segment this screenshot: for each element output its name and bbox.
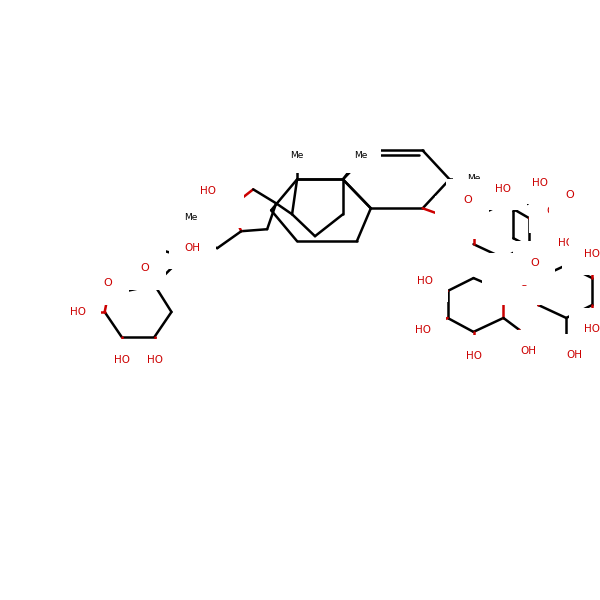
Text: O: O: [566, 190, 575, 200]
Text: Me: Me: [467, 174, 480, 183]
Text: O: O: [451, 212, 460, 222]
Text: HO: HO: [70, 307, 86, 317]
Text: HO: HO: [113, 355, 130, 365]
Text: HO: HO: [584, 324, 600, 334]
Text: HO: HO: [532, 178, 548, 188]
Text: O: O: [503, 270, 512, 280]
Text: O: O: [463, 196, 472, 205]
Text: O: O: [499, 271, 508, 281]
Text: HO: HO: [146, 355, 163, 365]
Text: O: O: [140, 263, 149, 273]
Text: HO: HO: [496, 184, 511, 194]
Text: OH: OH: [520, 346, 536, 356]
Text: HO: HO: [558, 238, 574, 248]
Text: HO: HO: [584, 249, 600, 259]
Text: O: O: [546, 206, 554, 216]
Text: HO: HO: [466, 351, 482, 361]
Text: O: O: [579, 247, 587, 257]
Text: HO: HO: [200, 187, 217, 196]
Text: OH: OH: [566, 350, 582, 360]
Text: Me: Me: [184, 213, 197, 222]
Text: O: O: [530, 258, 539, 268]
Text: HO: HO: [415, 325, 431, 335]
Text: OH: OH: [184, 243, 200, 253]
Text: O: O: [519, 278, 528, 288]
Text: Me: Me: [290, 151, 304, 160]
Text: HO: HO: [416, 276, 433, 286]
Text: Me: Me: [354, 151, 368, 160]
Text: O: O: [103, 278, 112, 288]
Text: O: O: [219, 201, 227, 211]
